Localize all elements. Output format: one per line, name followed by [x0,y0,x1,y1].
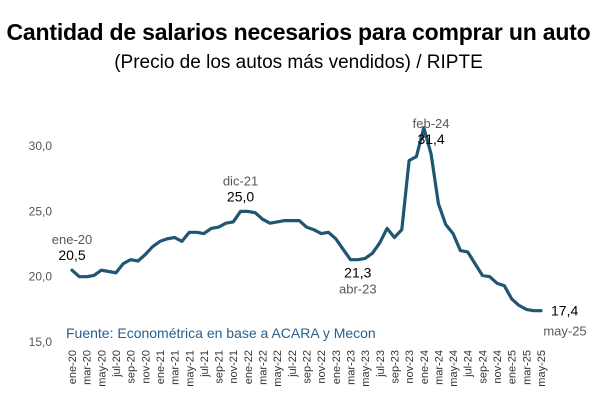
x-tick-label: may-23 [360,350,372,387]
y-axis-ticks: 15,0 20,0 25,0 30,0 [29,139,53,349]
x-tick-label: ene-23 [331,350,343,384]
x-tick-label: may-25 [536,350,548,387]
x-tick-label: mar-20 [82,350,94,385]
annotation-value: 21,3 [344,265,371,281]
x-tick-label: mar-22 [258,350,270,385]
x-tick-label: may-21 [184,350,196,387]
annotation-date: may-25 [543,324,586,339]
x-tick-label: jul-21 [199,350,211,378]
x-tick-label: jul-24 [463,350,475,378]
y-tick-label: 15,0 [29,335,53,349]
x-tick-label: nov-23 [404,350,416,384]
annotation-date: ene-20 [52,232,92,247]
chart-subtitle: (Precio de los autos más vendidos) / RIP… [114,52,483,73]
x-tick-label: sep-22 [302,350,314,384]
x-tick-label: may-24 [448,350,460,387]
x-tick-label: jul-23 [375,350,387,378]
x-tick-label: sep-23 [389,350,401,384]
annotation-value: 20,5 [58,247,85,263]
x-tick-label: nov-22 [316,350,328,384]
x-tick-label: mar-24 [433,350,445,385]
x-tick-label: jul-20 [111,350,123,378]
y-tick-label: 25,0 [29,204,53,218]
annotation-date: abr-23 [339,282,377,297]
x-tick-label: mar-21 [170,350,182,385]
x-tick-label: ene-20 [67,350,79,384]
x-tick-label: sep-21 [214,350,226,384]
series-group [70,126,543,313]
x-tick-label: mar-23 [345,350,357,385]
x-tick-label: nov-24 [492,350,504,384]
x-tick-label: sep-20 [126,350,138,384]
x-axis-ticks: ene-20 mar-20 may-20 jul-20 sep-20 nov-20 ene-… [67,350,548,387]
x-tick-label: nov-20 [140,350,152,384]
annotation-value: 31,4 [417,131,444,147]
annotation-value: 17,4 [551,303,578,319]
y-tick-label: 30,0 [29,139,53,153]
annotation-value: 25,0 [227,188,254,204]
x-tick-label: ene-22 [243,350,255,384]
x-tick-label: ene-24 [419,350,431,384]
x-tick-label: may-22 [272,350,284,387]
x-tick-label: jul-22 [287,350,299,378]
x-tick-label: nov-21 [228,350,240,384]
x-tick-label: sep-24 [477,350,489,384]
chart-title: Cantidad de salarios necesarios para com… [6,19,591,45]
annotation-date: feb-24 [413,116,450,131]
source-note: Fuente: Econométrica en base a ACARA y M… [66,325,376,341]
x-tick-label: ene-21 [155,350,167,384]
annotation-date: dic-21 [223,173,258,188]
x-tick-label: may-20 [96,350,108,387]
series-line [70,126,543,313]
x-tick-label: ene-25 [507,350,519,384]
x-tick-label: mar-25 [521,350,533,385]
y-tick-label: 20,0 [29,270,53,284]
